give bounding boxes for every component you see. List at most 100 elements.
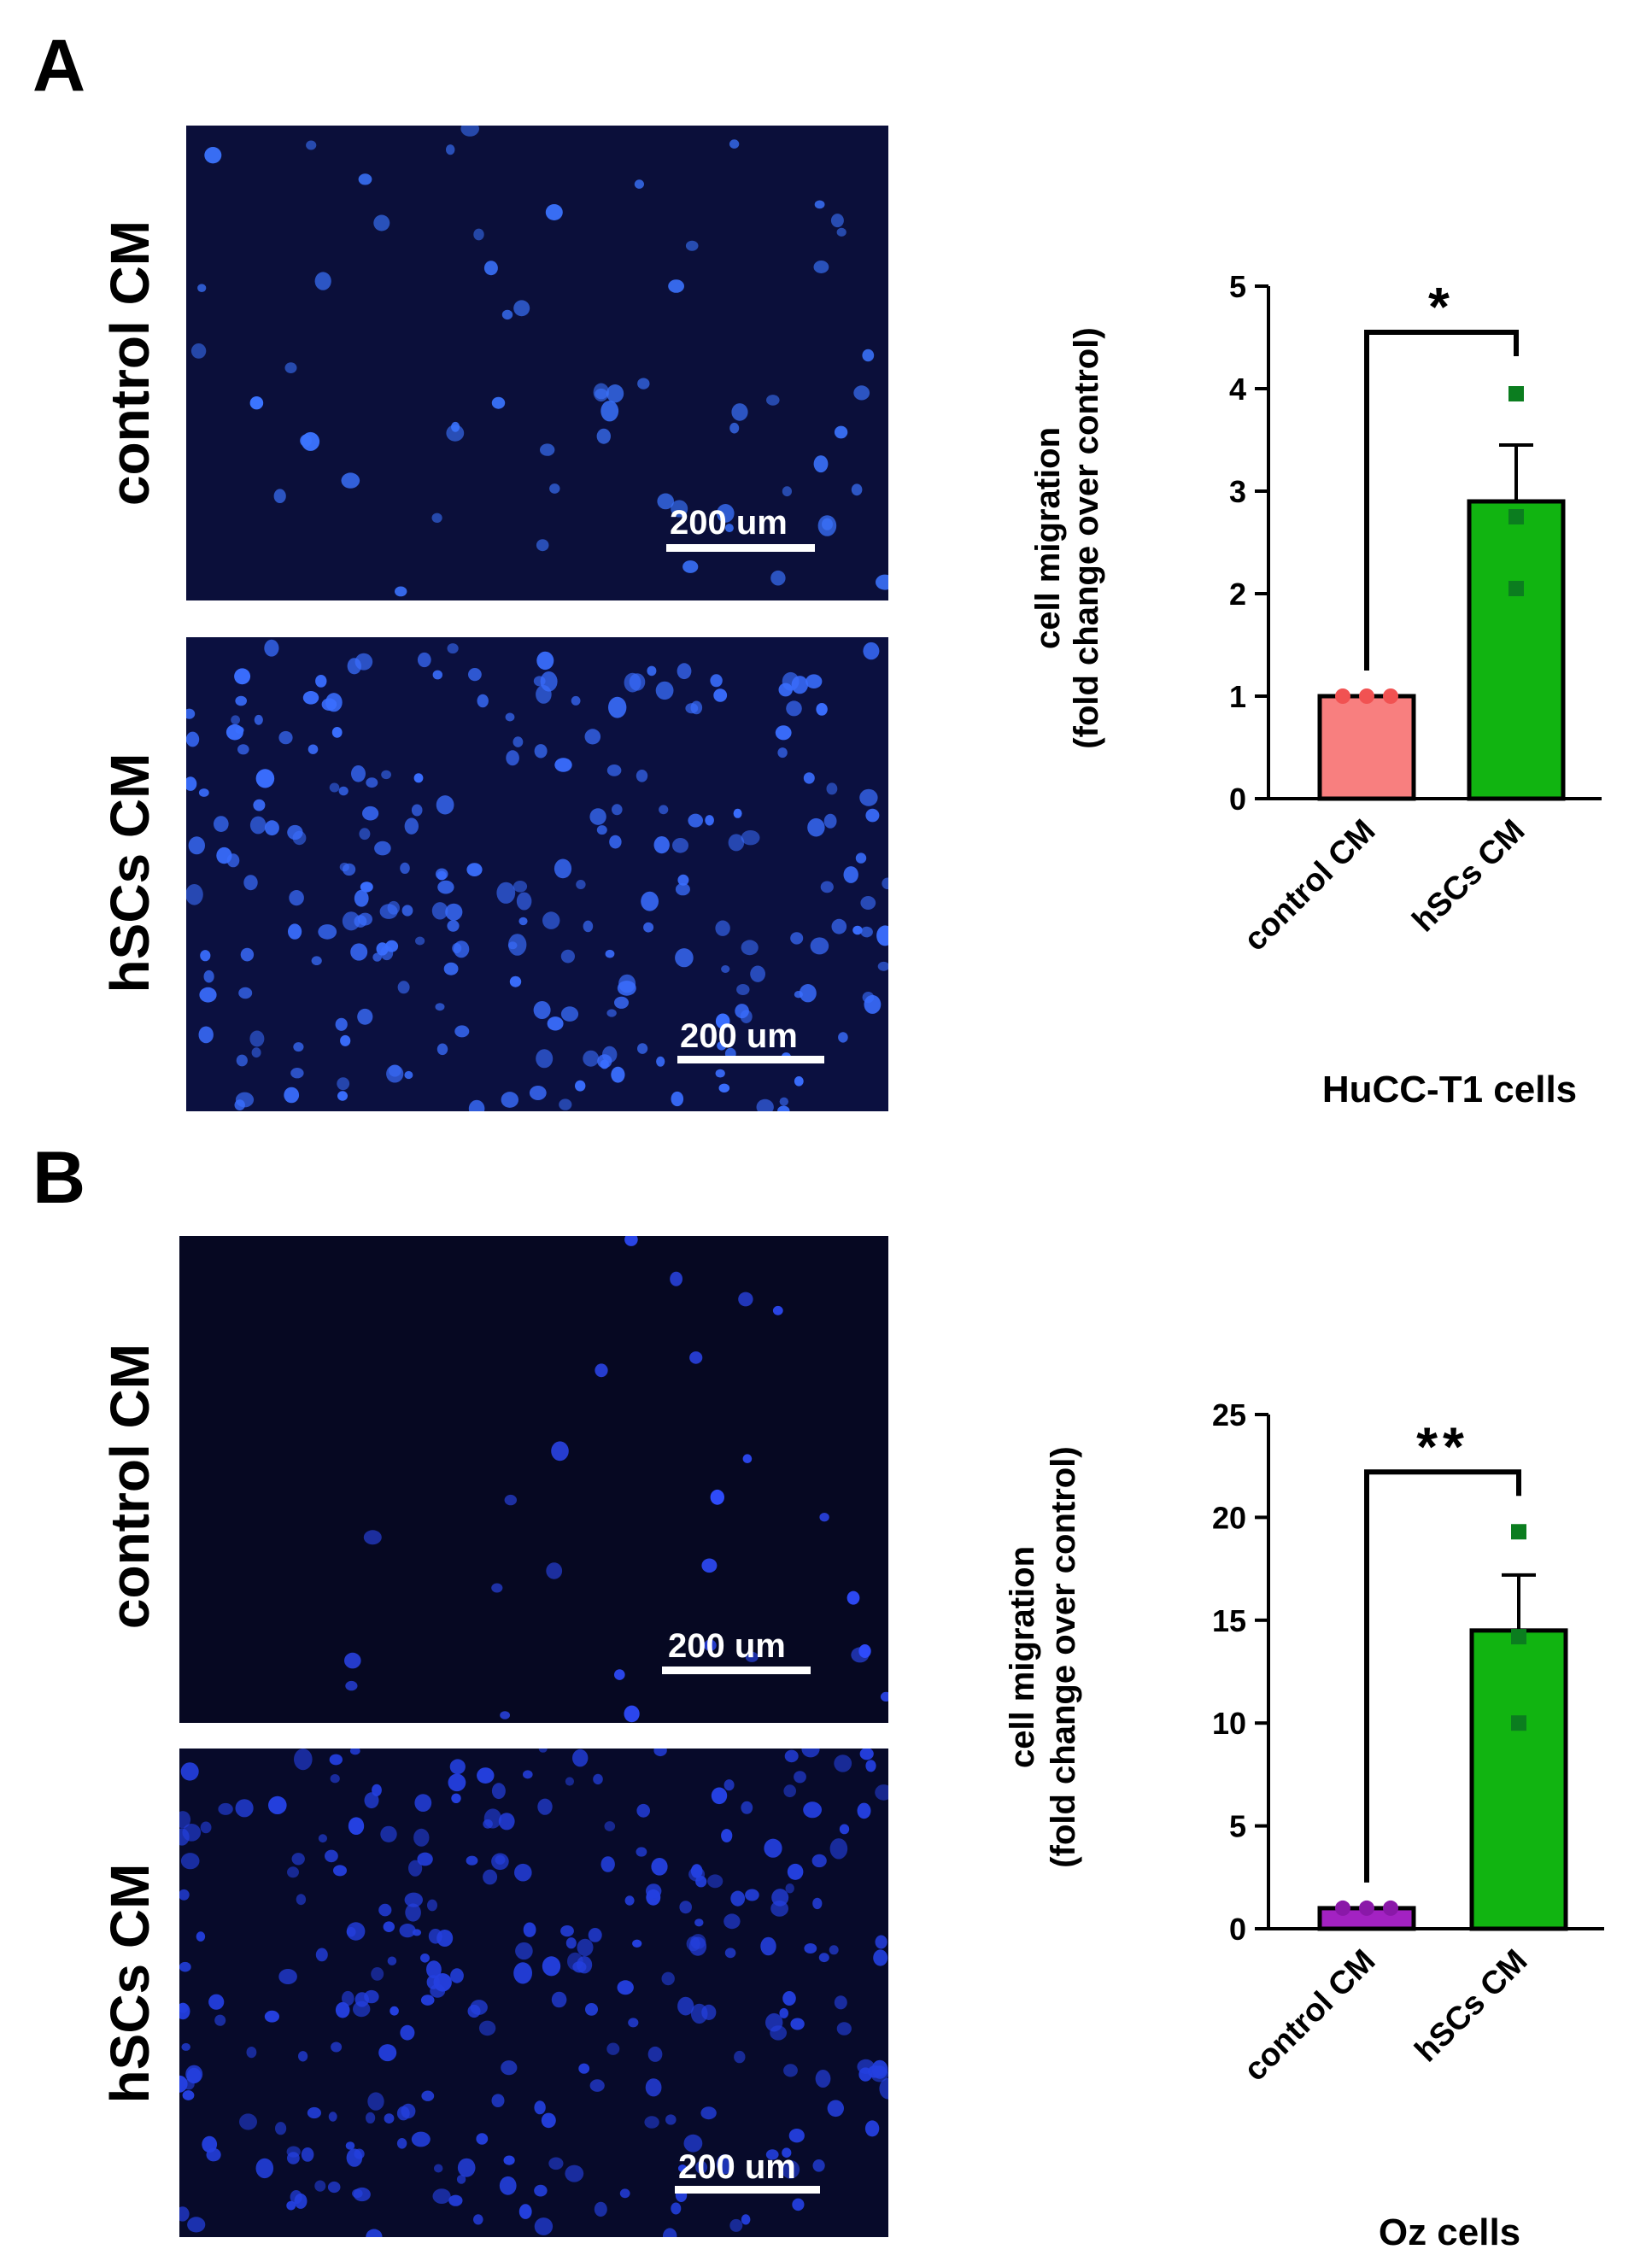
cell-nucleus	[342, 1990, 354, 2006]
cell-nucleus	[685, 240, 699, 251]
cell-nucleus	[602, 1046, 618, 1063]
cell-nucleus	[468, 1099, 485, 1111]
cell-nucleus	[637, 1043, 648, 1054]
cell-nucleus	[366, 2229, 383, 2237]
cell-nucleus	[804, 1943, 817, 1954]
cell-nucleus	[345, 2141, 355, 2150]
cell-nucleus	[679, 1901, 692, 1914]
cell-nucleus	[548, 2157, 564, 2170]
nuclei-texture	[344, 1236, 888, 1723]
cell-nucleus	[383, 1921, 395, 1932]
cell-nucleus	[179, 1889, 190, 1901]
cell-nucleus	[200, 1821, 212, 1834]
cell-nucleus	[301, 2147, 314, 2162]
cell-nucleus	[614, 1669, 625, 1680]
data-point	[1335, 1900, 1350, 1916]
cell-nucleus	[534, 2100, 546, 2115]
cell-nucleus	[715, 1013, 730, 1029]
cell-nucleus	[715, 920, 730, 936]
cell-nucleus	[523, 1770, 533, 1779]
cell-nucleus	[380, 1825, 397, 1842]
chart-title: HuCC-T1 cells	[1322, 1069, 1577, 1110]
cell-nucleus	[328, 2112, 337, 2122]
cell-nucleus	[827, 2100, 844, 2118]
bar-hscs	[1469, 1628, 1568, 1931]
cell-nucleus	[713, 688, 728, 702]
cell-nucleus	[434, 2164, 443, 2173]
panel-letter-b: B	[32, 1137, 86, 1219]
cell-nucleus	[278, 1969, 297, 1984]
cell-nucleus	[432, 670, 442, 680]
cell-nucleus	[491, 396, 506, 409]
cell-nucleus	[231, 715, 240, 725]
data-point	[1508, 581, 1524, 596]
cell-nucleus	[794, 1771, 806, 1784]
cell-nucleus	[675, 882, 690, 896]
cell-nucleus	[404, 1892, 423, 1907]
cell-nucleus	[327, 2181, 341, 2194]
cell-nucleus	[536, 1049, 554, 1069]
cell-nucleus	[264, 639, 279, 657]
cell-nucleus	[198, 788, 209, 797]
data-point	[1511, 1524, 1526, 1540]
cell-nucleus	[448, 2194, 463, 2206]
panel-letter-a: A	[32, 25, 86, 107]
cell-nucleus	[717, 504, 735, 523]
cell-nucleus	[551, 1991, 567, 2008]
cell-nucleus	[549, 483, 560, 494]
cell-nucleus	[634, 179, 645, 189]
cell-nucleus	[766, 395, 780, 406]
cell-nucleus	[805, 674, 823, 688]
cell-nucleus	[501, 309, 513, 320]
cell-nucleus	[417, 1852, 433, 1866]
cell-nucleus	[264, 820, 279, 836]
cell-nucleus	[349, 1749, 360, 1755]
cell-nucleus	[803, 1801, 822, 1819]
cell-nucleus	[585, 2003, 598, 2016]
cell-nucleus	[203, 969, 214, 983]
cell-nucleus	[596, 825, 607, 835]
cell-nucleus	[760, 1936, 776, 1956]
cell-nucleus	[447, 920, 460, 932]
cell-nucleus	[357, 1008, 373, 1025]
cell-nucleus	[508, 934, 527, 956]
cell-nucleus	[358, 173, 372, 185]
cell-nucleus	[852, 925, 863, 935]
nuclei-texture	[186, 639, 888, 1111]
cell-nucleus	[834, 1754, 852, 1772]
cell-nucleus	[880, 1691, 888, 1702]
cell-nucleus	[546, 1562, 563, 1579]
cell-nucleus	[614, 996, 629, 1009]
cell-nucleus	[765, 2012, 783, 2032]
cell-nucleus	[545, 204, 563, 220]
cell-nucleus	[560, 1006, 579, 1022]
cell-nucleus	[529, 1086, 547, 1100]
cell-nucleus	[794, 991, 804, 999]
cell-nucleus	[534, 744, 548, 759]
cell-nucleus	[741, 940, 759, 956]
cell-nucleus	[342, 911, 360, 931]
cell-nucleus	[863, 641, 880, 660]
cell-nucleus	[196, 1931, 206, 1942]
data-point	[1508, 386, 1524, 401]
cell-nucleus	[663, 2228, 677, 2237]
cell-nucleus	[851, 483, 863, 496]
cell-nucleus	[292, 830, 307, 846]
cell-nucleus	[876, 574, 888, 590]
cell-nucleus	[636, 1803, 650, 1818]
cell-nucleus	[860, 926, 873, 938]
cell-nucleus	[188, 836, 205, 855]
cell-nucleus	[560, 949, 575, 964]
cell-nucleus	[360, 882, 373, 893]
cell-nucleus	[329, 782, 340, 793]
cell-nucleus	[716, 2154, 734, 2175]
cell-nucleus	[499, 2176, 517, 2195]
cell-nucleus	[683, 2134, 703, 2153]
cell-nucleus	[578, 2063, 590, 2074]
y-tick-label: 5	[1229, 1809, 1246, 1844]
cell-nucleus	[238, 987, 253, 999]
cell-nucleus	[715, 1069, 725, 1078]
cell-nucleus	[470, 2000, 488, 2015]
cell-nucleus	[572, 1961, 587, 1973]
cell-nucleus	[644, 2116, 659, 2129]
